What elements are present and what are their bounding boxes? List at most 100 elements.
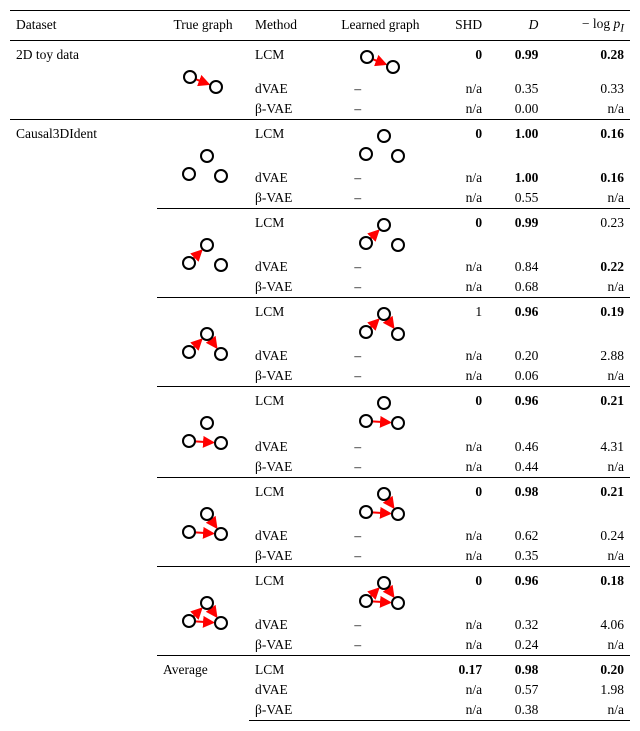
- learned-graph-cell: –: [334, 437, 426, 457]
- method-cell: dVAE: [249, 168, 334, 188]
- learned-graph-cell: –: [334, 366, 426, 387]
- d-cell: 0.99: [488, 208, 544, 257]
- true-graph-cell: Average: [157, 655, 249, 720]
- learned-graph-cell: [334, 297, 426, 346]
- table-row: LCM00.960.21: [10, 386, 630, 437]
- table-row: LCM 10.960.19: [10, 297, 630, 346]
- method-cell: LCM: [249, 477, 334, 526]
- learned-graph-cell: –: [334, 99, 426, 120]
- d-cell: 1.00: [488, 168, 544, 188]
- learned-graph-cell: –: [334, 615, 426, 635]
- d-cell: 0.55: [488, 188, 544, 209]
- col-d: D: [488, 11, 544, 41]
- dataset-cell: [10, 386, 157, 477]
- d-cell: 0.32: [488, 615, 544, 635]
- learned-graph-cell: –: [334, 79, 426, 99]
- dataset-cell: [10, 655, 157, 720]
- dataset-cell: [10, 477, 157, 566]
- neglogp-cell: 4.06: [544, 615, 630, 635]
- neglogp-cell: 0.23: [544, 208, 630, 257]
- d-cell: 0.96: [488, 297, 544, 346]
- neglogp-cell: n/a: [544, 635, 630, 656]
- d-cell: 0.68: [488, 277, 544, 298]
- d-cell: 0.46: [488, 437, 544, 457]
- true-graph-cell: [157, 119, 249, 208]
- neglogp-cell: 0.20: [544, 655, 630, 680]
- d-cell: 0.06: [488, 366, 544, 387]
- neglogp-cell: 4.31: [544, 437, 630, 457]
- col-dataset: Dataset: [10, 11, 157, 41]
- neglogp-cell: n/a: [544, 700, 630, 721]
- d-cell: 0.98: [488, 477, 544, 526]
- method-cell: β-VAE: [249, 366, 334, 387]
- table-row: AverageLCM0.170.980.20: [10, 655, 630, 680]
- col-shd: SHD: [426, 11, 488, 41]
- shd-cell: 0.17: [426, 655, 488, 680]
- table-row: LCM 00.990.23: [10, 208, 630, 257]
- d-cell: 0.20: [488, 346, 544, 366]
- learned-graph-cell: [334, 477, 426, 526]
- d-cell: 0.44: [488, 457, 544, 478]
- method-cell: LCM: [249, 566, 334, 615]
- learned-graph-cell: [334, 119, 426, 168]
- shd-cell: n/a: [426, 615, 488, 635]
- true-graph-cell: [157, 386, 249, 477]
- learned-graph-cell: [334, 700, 426, 721]
- learned-graph-cell: –: [334, 168, 426, 188]
- shd-cell: 0: [426, 386, 488, 437]
- dataset-cell: 2D toy data: [10, 40, 157, 119]
- shd-cell: n/a: [426, 700, 488, 721]
- table-row: LCM00.980.21: [10, 477, 630, 526]
- method-cell: dVAE: [249, 257, 334, 277]
- method-cell: β-VAE: [249, 188, 334, 209]
- neglogp-cell: 0.18: [544, 566, 630, 615]
- learned-graph-cell: –: [334, 188, 426, 209]
- method-cell: LCM: [249, 297, 334, 346]
- neglogp-cell: n/a: [544, 457, 630, 478]
- method-cell: dVAE: [249, 615, 334, 635]
- learned-graph-cell: [334, 655, 426, 680]
- shd-cell: n/a: [426, 437, 488, 457]
- shd-cell: n/a: [426, 457, 488, 478]
- shd-cell: 0: [426, 208, 488, 257]
- col-method: Method: [249, 11, 334, 41]
- learned-graph-cell: –: [334, 546, 426, 567]
- d-cell: 0.35: [488, 546, 544, 567]
- shd-cell: 1: [426, 297, 488, 346]
- shd-cell: n/a: [426, 79, 488, 99]
- table-row: LCM 00.960.18: [10, 566, 630, 615]
- method-cell: β-VAE: [249, 546, 334, 567]
- table-row: 2D toy dataLCM00.990.28: [10, 40, 630, 79]
- learned-graph-cell: [334, 208, 426, 257]
- learned-graph-cell: –: [334, 346, 426, 366]
- learned-graph-cell: –: [334, 277, 426, 298]
- neglogp-cell: n/a: [544, 188, 630, 209]
- true-graph-cell: [157, 566, 249, 655]
- method-cell: β-VAE: [249, 457, 334, 478]
- method-cell: LCM: [249, 386, 334, 437]
- shd-cell: n/a: [426, 188, 488, 209]
- d-cell: 0.96: [488, 566, 544, 615]
- neglogp-cell: 0.16: [544, 168, 630, 188]
- neglogp-cell: 0.33: [544, 79, 630, 99]
- neglogp-cell: 0.24: [544, 526, 630, 546]
- learned-graph-cell: [334, 40, 426, 79]
- dataset-cell: [10, 566, 157, 655]
- neglogp-cell: 0.21: [544, 386, 630, 437]
- shd-cell: n/a: [426, 99, 488, 120]
- shd-cell: n/a: [426, 546, 488, 567]
- shd-cell: 0: [426, 566, 488, 615]
- method-cell: LCM: [249, 208, 334, 257]
- d-cell: 0.62: [488, 526, 544, 546]
- method-cell: dVAE: [249, 79, 334, 99]
- d-cell: 0.00: [488, 99, 544, 120]
- col-neglogp: − log pI: [544, 11, 630, 41]
- results-table: Dataset True graph Method Learned graph …: [10, 10, 630, 721]
- dataset-cell: Causal3DIdent: [10, 119, 157, 208]
- col-truegraph: True graph: [157, 11, 249, 41]
- d-cell: 0.99: [488, 40, 544, 79]
- shd-cell: n/a: [426, 277, 488, 298]
- neglogp-cell: 0.19: [544, 297, 630, 346]
- method-cell: β-VAE: [249, 700, 334, 721]
- d-cell: 0.35: [488, 79, 544, 99]
